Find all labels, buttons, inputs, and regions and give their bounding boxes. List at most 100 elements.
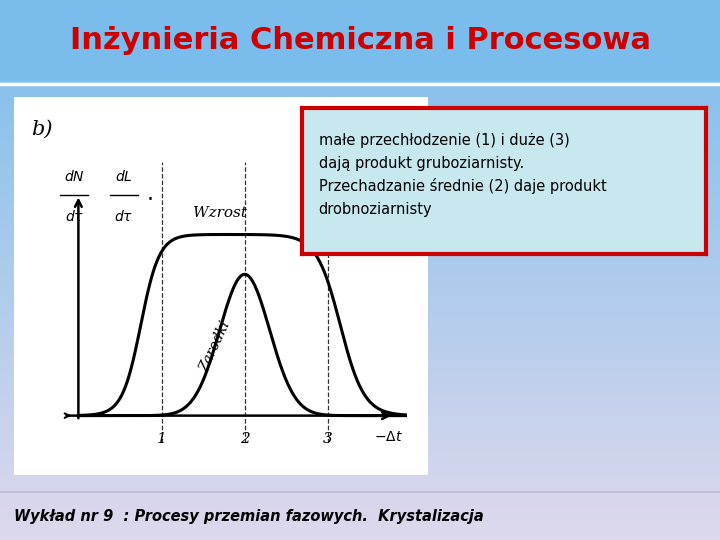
Bar xyxy=(0,505,720,508)
Bar xyxy=(0,410,720,413)
Bar xyxy=(0,59,720,62)
Text: 3: 3 xyxy=(323,432,333,446)
Bar xyxy=(0,302,720,305)
Bar xyxy=(0,76,720,78)
Bar xyxy=(0,281,720,284)
Bar xyxy=(0,464,720,467)
Bar xyxy=(0,367,720,370)
Bar xyxy=(0,343,720,346)
Bar xyxy=(0,192,720,194)
Bar xyxy=(0,286,720,289)
Bar xyxy=(0,194,720,197)
Bar xyxy=(0,14,720,16)
Bar xyxy=(0,40,720,43)
Bar xyxy=(0,3,720,5)
Bar xyxy=(0,148,720,151)
Bar xyxy=(0,205,720,208)
Bar xyxy=(0,167,720,170)
Bar xyxy=(0,335,720,338)
Bar xyxy=(0,232,720,235)
Text: $d\tau$: $d\tau$ xyxy=(114,209,134,224)
Bar xyxy=(0,351,720,354)
Bar xyxy=(0,81,720,84)
Bar xyxy=(0,510,720,513)
Bar xyxy=(0,111,720,113)
Bar xyxy=(0,478,720,481)
Bar xyxy=(0,202,720,205)
Bar xyxy=(0,94,720,97)
Bar xyxy=(0,524,720,526)
Bar xyxy=(0,22,720,24)
Bar xyxy=(0,30,720,32)
Bar xyxy=(0,189,720,192)
Bar xyxy=(0,135,720,138)
Bar xyxy=(0,346,720,348)
Bar xyxy=(0,386,720,389)
Bar xyxy=(0,300,720,302)
Bar xyxy=(0,86,720,89)
Text: $\cdot$: $\cdot$ xyxy=(145,188,153,208)
Bar xyxy=(0,16,720,19)
Bar xyxy=(0,529,720,532)
Text: $dN$: $dN$ xyxy=(64,168,85,184)
Bar xyxy=(0,535,720,537)
Bar xyxy=(0,130,720,132)
Bar xyxy=(0,392,720,394)
Text: Wykład nr 9  : Procesy przemian fazowych.  Krystalizacja: Wykład nr 9 : Procesy przemian fazowych.… xyxy=(14,509,484,524)
Bar xyxy=(0,332,720,335)
Bar xyxy=(0,273,720,275)
Bar xyxy=(0,213,720,216)
Bar xyxy=(0,526,720,529)
Bar xyxy=(0,491,720,494)
Bar xyxy=(0,486,720,489)
Bar xyxy=(0,462,720,464)
Bar xyxy=(0,122,720,124)
Bar xyxy=(0,113,720,116)
Bar xyxy=(0,227,720,229)
Bar xyxy=(0,443,720,445)
Bar xyxy=(0,181,720,184)
Bar xyxy=(0,116,720,119)
Bar xyxy=(0,162,720,165)
Bar xyxy=(0,394,720,397)
Bar xyxy=(0,454,720,456)
Bar xyxy=(0,292,720,294)
Bar xyxy=(0,481,720,483)
Bar xyxy=(0,216,720,219)
Bar xyxy=(0,378,720,381)
Bar xyxy=(0,451,720,454)
Bar xyxy=(0,421,720,424)
Bar xyxy=(0,375,720,378)
Bar xyxy=(0,208,720,211)
Bar xyxy=(0,0,720,81)
Bar xyxy=(0,32,720,35)
Bar xyxy=(0,389,720,392)
Bar xyxy=(0,211,720,213)
Bar xyxy=(0,259,720,262)
Bar xyxy=(0,424,720,427)
Bar xyxy=(0,270,720,273)
Bar xyxy=(0,313,720,316)
Bar xyxy=(0,427,720,429)
Bar xyxy=(0,119,720,122)
Bar xyxy=(0,435,720,437)
Bar xyxy=(0,103,720,105)
Bar xyxy=(0,146,720,148)
Bar xyxy=(0,100,720,103)
Bar xyxy=(0,265,720,267)
Bar xyxy=(0,373,720,375)
Bar xyxy=(0,62,720,65)
Bar xyxy=(0,308,720,310)
Bar xyxy=(0,138,720,140)
Bar xyxy=(0,356,720,359)
Bar xyxy=(0,362,720,364)
Bar xyxy=(0,132,720,135)
Bar xyxy=(0,437,720,440)
Bar xyxy=(0,105,720,108)
Bar xyxy=(0,43,720,46)
Bar xyxy=(0,459,720,462)
Bar xyxy=(0,184,720,186)
Bar xyxy=(0,432,720,435)
Bar xyxy=(0,0,720,3)
Bar xyxy=(0,27,720,30)
